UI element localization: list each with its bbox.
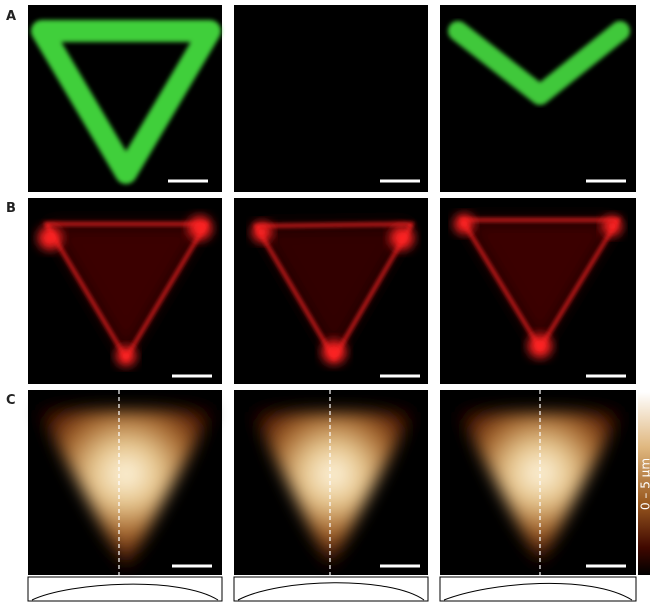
image-panel xyxy=(440,198,636,384)
row-label: A xyxy=(6,9,16,24)
image-panel xyxy=(234,390,428,575)
image-panel xyxy=(28,5,222,192)
image-panel xyxy=(28,198,222,384)
image-panel xyxy=(440,5,636,192)
height-profile xyxy=(27,576,637,602)
image-panel xyxy=(28,390,222,575)
row-label: B xyxy=(6,201,16,216)
colorbar xyxy=(638,392,650,575)
image-panel xyxy=(234,198,428,384)
colorbar-label: 0 – 5 µm xyxy=(639,458,650,510)
image-panel xyxy=(440,390,636,575)
image-panel xyxy=(234,5,428,192)
row-label: C xyxy=(6,393,16,408)
